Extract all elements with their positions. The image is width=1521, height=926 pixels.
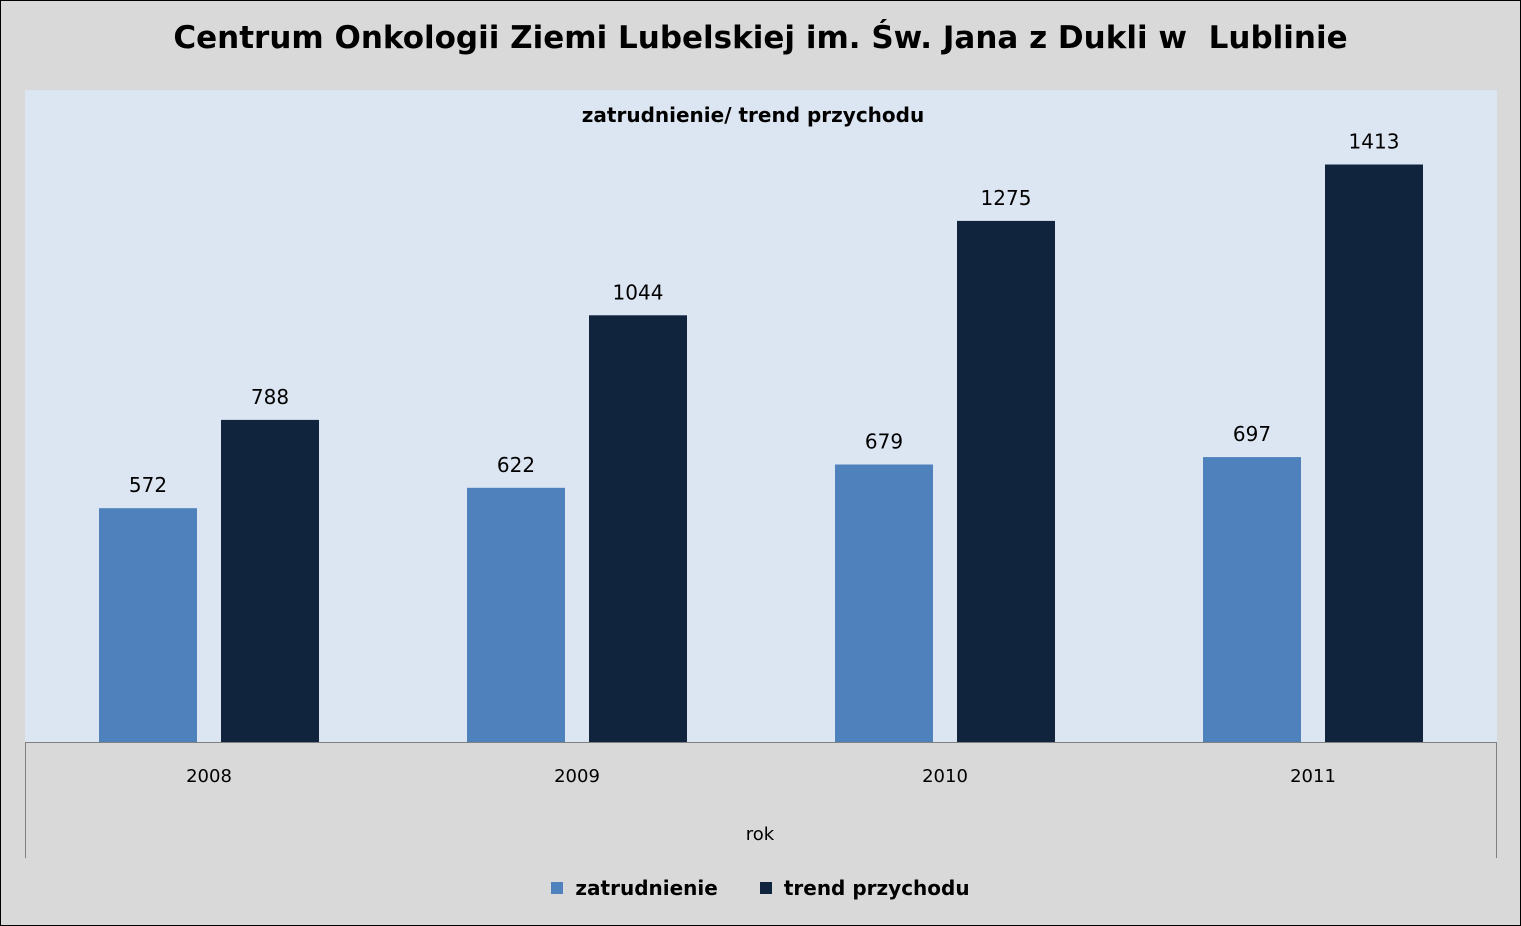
data-label-trend-przychodu-2010: 1275 [981,186,1032,210]
legend-item-zatrudnienie: zatrudnienie [551,876,718,900]
legend-item-trend-przychodu: trend przychodu [759,876,970,900]
x-tick-label-2009: 2009 [554,766,600,787]
legend-label-trend-przychodu: trend przychodu [783,876,970,900]
data-label-trend-przychodu-2011: 1413 [1349,130,1400,154]
data-label-zatrudnienie-2011: 697 [1233,422,1271,446]
x-tick-label-2008: 2008 [186,766,232,787]
bar-trend-przychodu-2008 [221,419,319,742]
bar-zatrudnienie-2010 [835,464,933,742]
chart-title: Centrum Onkologii Ziemi Lubelskiej im. Ś… [173,20,1348,56]
bar-trend-przychodu-2011 [1325,164,1423,742]
bar-trend-przychodu-2009 [589,315,687,742]
bars-layer: 572 788 2008 622 1044 2009 679 1275 2010 697 1413 2… [99,130,1423,787]
bar-trend-przychodu-2010 [957,220,1055,742]
legend-swatch-zatrudnienie [551,882,564,894]
data-label-zatrudnienie-2008: 572 [129,473,167,497]
chart-subtitle: zatrudnienie/ trend przychodu [582,103,924,127]
x-tick-label-2011: 2011 [1290,766,1336,787]
data-label-trend-przychodu-2009: 1044 [613,280,664,304]
data-label-zatrudnienie-2009: 622 [497,453,535,477]
x-axis-label: rok [746,824,775,845]
data-label-zatrudnienie-2010: 679 [865,430,903,454]
bar-zatrudnienie-2011 [1203,457,1301,742]
bar-zatrudnienie-2009 [467,487,565,742]
legend: zatrudnienie trend przychodu [0,876,1521,900]
x-tick-label-2010: 2010 [922,766,968,787]
bar-zatrudnienie-2008 [99,508,197,742]
legend-swatch-trend-przychodu [759,882,772,894]
data-label-trend-przychodu-2008: 788 [251,385,289,409]
legend-label-zatrudnienie: zatrudnienie [575,876,718,900]
